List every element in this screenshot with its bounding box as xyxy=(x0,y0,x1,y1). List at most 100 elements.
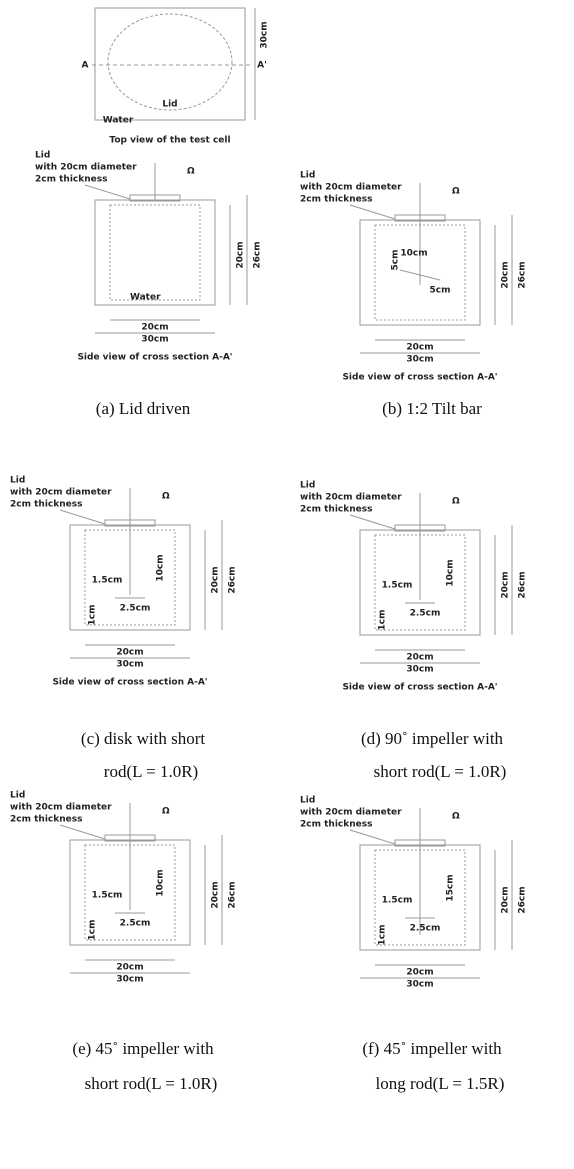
lid-label: Lid xyxy=(300,171,315,181)
dimension-label: 20cm xyxy=(501,886,511,913)
tank-inner xyxy=(109,204,201,301)
dimension-label: 1.5cm xyxy=(92,576,123,586)
panel: Lid with 20cm diameter 2cm thickness Ω 1.5cm… xyxy=(10,791,238,985)
section-label: A xyxy=(82,61,89,71)
rotation-symbol: Ω xyxy=(187,167,195,177)
view-caption: Side view of cross section A-A' xyxy=(342,373,497,383)
dimension-label: 20cm xyxy=(116,648,143,658)
lid-description: with 20cm diameter xyxy=(10,488,112,498)
lid-outline xyxy=(107,13,233,111)
dimension-label: 2.5cm xyxy=(410,609,441,619)
figure-caption: (e) 45˚ impeller with xyxy=(72,1039,214,1058)
dimension-label: 26cm xyxy=(518,571,528,598)
lid-description: 2cm thickness xyxy=(35,175,107,185)
dimension-label: 30cm xyxy=(116,975,143,985)
lid-label: Lid xyxy=(35,151,50,161)
rotation-symbol: Ω xyxy=(452,812,460,822)
figure-caption: (b) 1:2 Tilt bar xyxy=(382,399,482,418)
tilt-bar xyxy=(399,269,441,281)
lid-description: 2cm thickness xyxy=(300,820,372,830)
lid-description: with 20cm diameter xyxy=(35,163,137,173)
dimension-label: 20cm xyxy=(211,881,221,908)
dimension-label: 1cm xyxy=(378,925,388,946)
dimension-label: 20cm xyxy=(501,261,511,288)
lid-label: Lid xyxy=(162,100,177,110)
lid-label: Lid xyxy=(300,481,315,491)
dimension-label: 20cm xyxy=(236,241,246,268)
dimension-label: 20cm xyxy=(211,566,221,593)
dimension-label: 30cm xyxy=(260,21,270,48)
dimension-label: 20cm xyxy=(406,343,433,353)
dimension-label: 26cm xyxy=(228,566,238,593)
dimension-label: 26cm xyxy=(518,886,528,913)
dimension-label: 20cm xyxy=(116,963,143,973)
dimension-label: 1.5cm xyxy=(92,891,123,901)
dimension-label: 26cm xyxy=(253,241,263,268)
view-caption: Side view of cross section A-A' xyxy=(342,683,497,693)
water-label: Water xyxy=(130,293,161,303)
dimension-label: 1cm xyxy=(88,920,98,941)
section-label: A' xyxy=(257,61,267,71)
figure-caption: short rod(L = 1.0R) xyxy=(85,1074,218,1093)
leader-arrow xyxy=(349,829,396,845)
tank-wall xyxy=(94,199,216,306)
rotation-symbol: Ω xyxy=(162,492,170,502)
dimension-label: 10cm xyxy=(156,869,166,896)
lid-description: 2cm thickness xyxy=(10,500,82,510)
leader-arrow xyxy=(59,509,106,525)
lid-description: 2cm thickness xyxy=(300,505,372,515)
lid-description: with 20cm diameter xyxy=(300,808,402,818)
water-label: Water xyxy=(103,116,134,126)
panel: Lid with 20cm diameter 2cm thickness Ω 1.5cm… xyxy=(300,796,528,990)
dimension-label: 1.5cm xyxy=(382,896,413,906)
dimension-label: 2.5cm xyxy=(120,604,151,614)
lid-description: 2cm thickness xyxy=(300,195,372,205)
dimension-label: 1cm xyxy=(378,610,388,631)
dimension-label: 10cm xyxy=(446,559,456,586)
lid-label: Lid xyxy=(300,796,315,806)
figure-caption: (c) disk with short xyxy=(81,729,205,748)
figure-caption: short rod(L = 1.0R) xyxy=(374,762,507,781)
dimension-label: 2.5cm xyxy=(120,919,151,929)
lid-description: with 20cm diameter xyxy=(10,803,112,813)
view-caption: Side view of cross section A-A' xyxy=(52,678,207,688)
lid-description: 2cm thickness xyxy=(10,815,82,825)
figure-caption: (f) 45˚ impeller with xyxy=(362,1039,502,1058)
lid-description: with 20cm diameter xyxy=(300,493,402,503)
dimension-label: 30cm xyxy=(406,980,433,990)
top-view: A A' 30cm Lid Water Top view of the test… xyxy=(82,7,270,146)
dimension-label: 30cm xyxy=(406,355,433,365)
lid-label: Lid xyxy=(10,476,25,486)
panel: Lid with 20cm diameter 2cm thickness Ω 20cm 2… xyxy=(35,151,263,363)
rotation-symbol: Ω xyxy=(162,807,170,817)
dimension-label: 20cm xyxy=(406,653,433,663)
dimension-label: 2.5cm xyxy=(410,924,441,934)
figure-caption: long rod(L = 1.5R) xyxy=(376,1074,505,1093)
figure-caption: rod(L = 1.0R) xyxy=(104,762,198,781)
view-caption: Top view of the test cell xyxy=(109,136,230,146)
lid-disk xyxy=(129,194,181,202)
dimension-label: 30cm xyxy=(116,660,143,670)
tank-outline xyxy=(94,7,246,121)
dimension-label: 26cm xyxy=(228,881,238,908)
leader-arrow xyxy=(84,184,131,200)
dimension-label: 10cm xyxy=(400,249,427,259)
dimension-label: 20cm xyxy=(406,968,433,978)
dimension-label: 26cm xyxy=(518,261,528,288)
lid-description: with 20cm diameter xyxy=(300,183,402,193)
rotation-symbol: Ω xyxy=(452,187,460,197)
dimension-label: 20cm xyxy=(501,571,511,598)
figure-caption: (a) Lid driven xyxy=(96,399,191,418)
dimension-label: 10cm xyxy=(156,554,166,581)
leader-arrow xyxy=(349,514,396,530)
rotation-symbol: Ω xyxy=(452,497,460,507)
figure-caption: (d) 90˚ impeller with xyxy=(361,729,504,748)
dimension-label: 1.5cm xyxy=(382,581,413,591)
panel: Lid with 20cm diameter 2cm thickness Ω 1.5cm… xyxy=(300,481,528,693)
dimension-label: 5cm xyxy=(391,250,401,271)
dimension-label: 15cm xyxy=(446,874,456,901)
view-caption: Side view of cross section A-A' xyxy=(77,353,232,363)
dimension-label: 5cm xyxy=(430,286,451,296)
leader-arrow xyxy=(349,204,396,220)
